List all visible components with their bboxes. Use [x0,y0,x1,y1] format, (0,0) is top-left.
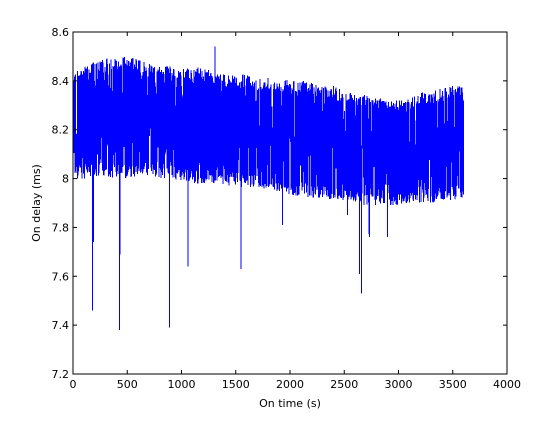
y-tick-label: 7.6 [52,270,70,283]
x-tick-label: 500 [117,378,138,391]
y-tick-label: 8.4 [52,75,70,88]
y-tick-label: 8 [62,173,69,186]
x-tick-label: 0 [70,378,77,391]
y-tick-label: 8.6 [52,26,70,39]
x-tick-label: 1500 [222,378,250,391]
plot-area-frame [72,31,508,375]
y-tick-label: 8.2 [52,124,70,137]
x-tick-label: 3500 [439,378,467,391]
x-tick-labels: 0 500 1000 1500 2000 2500 3000 3500 4000 [70,378,522,391]
y-axis-label: On delay (ms) [30,164,43,242]
y-tick-label: 7.8 [52,221,70,234]
y-tick-label: 7.4 [52,319,70,332]
x-tick-label: 2000 [276,378,304,391]
x-tick-label: 4000 [493,378,521,391]
series-line [72,46,465,331]
x-tick-label: 2500 [330,378,358,391]
y-tick-label: 7.2 [52,368,70,381]
x-axis-label: On time (s) [259,397,321,410]
x-tick-label: 1000 [168,378,196,391]
y-tick-labels: 7.2 7.4 7.6 7.8 8 8.2 8.4 8.6 [52,26,70,381]
x-tick-label: 3000 [385,378,413,391]
